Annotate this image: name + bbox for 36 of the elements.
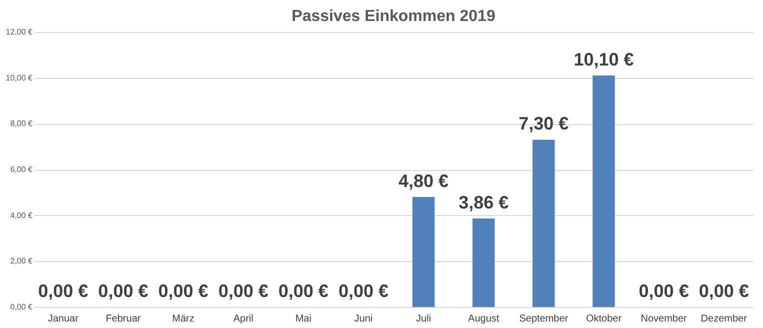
data-label: 0,00 € xyxy=(158,281,208,301)
y-tick-label: 0,00 € xyxy=(10,302,34,312)
x-tick-label: Oktober xyxy=(586,314,622,324)
x-tick-label: Juli xyxy=(416,314,432,324)
chart-title: Passives Einkommen 2019 xyxy=(292,8,496,25)
x-tick-label: August xyxy=(468,314,500,324)
data-label: 10,10 € xyxy=(574,50,634,70)
data-label: 4,80 € xyxy=(398,171,449,191)
x-tick-label: Juni xyxy=(354,314,373,324)
x-tick-label: Januar xyxy=(48,314,80,324)
x-tick-label: März xyxy=(172,314,194,324)
data-label: 0,00 € xyxy=(698,281,749,301)
data-label: 7,30 € xyxy=(518,114,569,134)
y-tick-label: 12,00 € xyxy=(6,28,34,36)
x-tick-label: November xyxy=(640,314,688,324)
bar xyxy=(472,218,495,307)
x-tick-label: September xyxy=(519,314,569,324)
data-label: 0,00 € xyxy=(98,281,148,301)
bar xyxy=(532,140,555,307)
data-label: 0,00 € xyxy=(278,281,328,301)
bar xyxy=(412,197,435,307)
x-tick-label: April xyxy=(233,314,254,324)
x-tick-label: Februar xyxy=(106,314,142,324)
y-tick-label: 10,00 € xyxy=(6,73,34,82)
x-tick-label: Dezember xyxy=(700,314,748,324)
y-tick-label: 6,00 € xyxy=(10,165,34,174)
data-label: 0,00 € xyxy=(218,281,268,301)
x-tick-label: Mai xyxy=(295,314,312,324)
data-label: 0,00 € xyxy=(638,281,689,301)
data-label: 3,86 € xyxy=(458,192,509,213)
y-tick-label: 4,00 € xyxy=(10,210,34,220)
data-label: 0,00 € xyxy=(38,281,88,301)
y-tick-label: 8,00 € xyxy=(10,119,34,128)
data-label: 0,00 € xyxy=(338,281,388,301)
bar xyxy=(592,76,615,307)
y-tick-label: 2,00 € xyxy=(10,256,34,266)
